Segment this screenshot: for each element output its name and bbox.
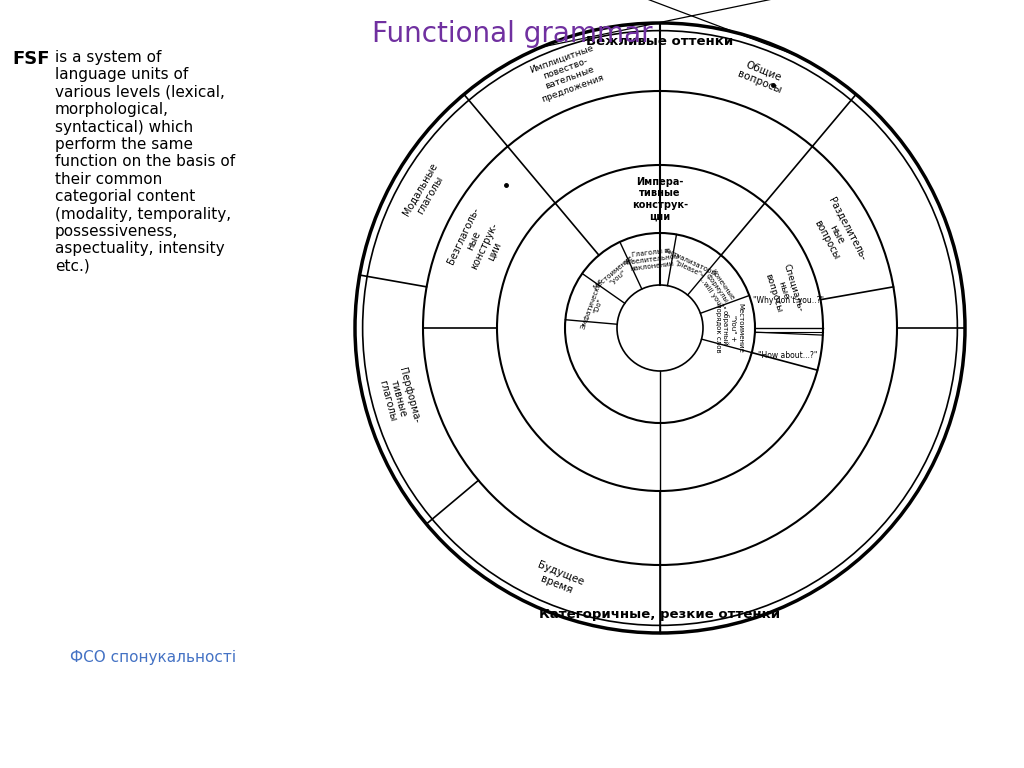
Text: "Why don't you..?": "Why don't you..?" [753,296,823,305]
Text: Разделитель-
ные
вопросы: Разделитель- ные вопросы [806,196,867,273]
Text: Будущее
время: Будущее время [531,560,586,598]
Text: Актуализаторы
"please": Актуализаторы "please" [660,247,718,283]
Text: Перформа-
тивные
глаголы: Перформа- тивные глаголы [375,366,422,430]
Text: Импера-
тивные
конструк-
ции: Импера- тивные конструк- ции [632,177,688,221]
Text: Модальные
глаголы: Модальные глаголы [401,161,450,223]
Text: Глаголы в
повелительном
наклонении: Глаголы в повелительном наклонении [622,246,681,273]
Text: Безглаголь-
ные
конструк-
ции: Безглаголь- ные конструк- ции [445,206,512,281]
Text: Эмфатическое
"Do": Эмфатическое "Do" [580,276,610,332]
Text: Специаль-
ные
вопросы: Специаль- ные вопросы [762,262,805,319]
Text: Местоимение
"You" +
обратный
порядок слов: Местоимение "You" + обратный порядок сло… [715,303,743,353]
Text: Вежливые оттенки: Вежливые оттенки [587,35,733,48]
Text: Общие
вопросы: Общие вопросы [736,58,787,95]
Text: Functional grammar: Functional grammar [372,20,652,48]
Text: FSF: FSF [12,50,49,68]
Text: is a system of
language units of
various levels (lexical,
morphological,
syntact: is a system of language units of various… [55,50,236,274]
Text: Конечные
формулы
"...will you?": Конечные формулы "...will you?" [696,265,737,312]
Text: Местоимение
"you": Местоимение "you" [593,254,639,296]
Text: ФСО спонукальності: ФСО спонукальності [70,650,237,665]
Text: "How about...?": "How about...?" [759,351,818,360]
Text: Категоричные, резкие оттенки: Категоричные, резкие оттенки [540,608,780,621]
Text: Имплицитные
повество-
вательные
предложения: Имплицитные повество- вательные предложе… [528,43,606,104]
